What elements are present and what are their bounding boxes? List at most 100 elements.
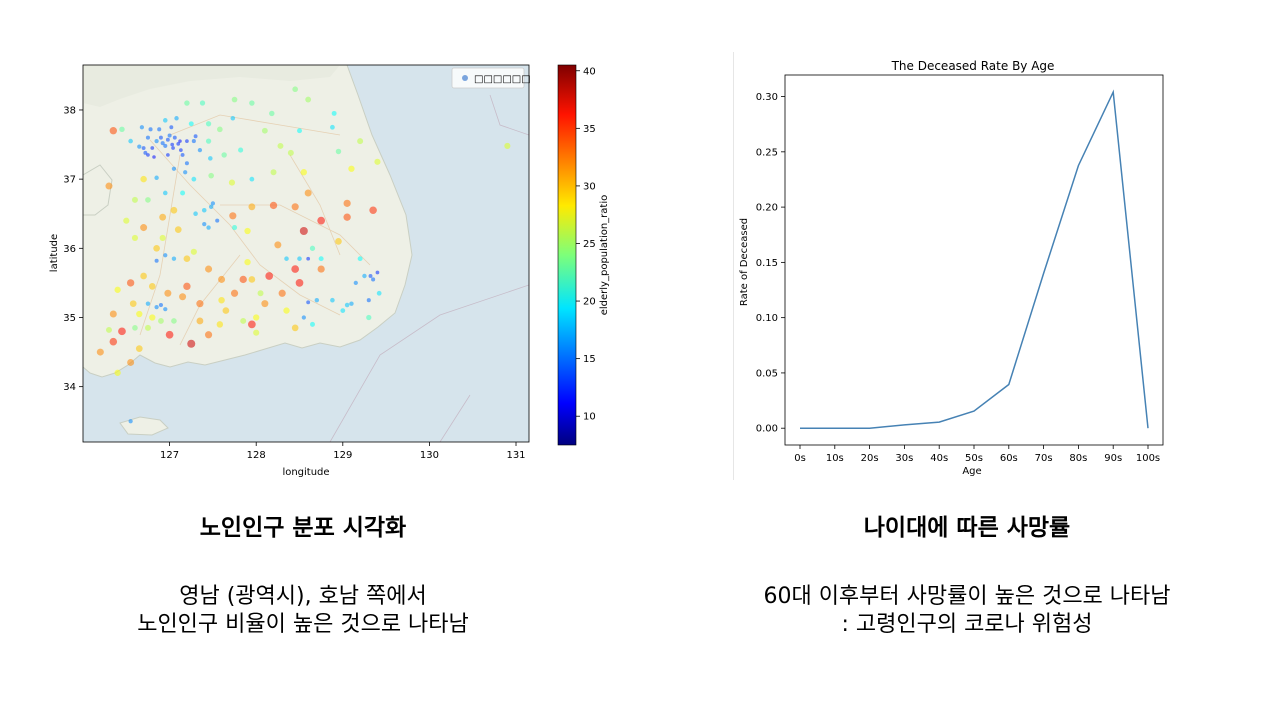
map-data-point (306, 256, 311, 261)
map-data-point (150, 146, 155, 150)
map-data-point (148, 127, 153, 132)
map-data-point (270, 169, 277, 176)
map-data-point (306, 300, 311, 305)
colorbar-gradient (557, 64, 577, 446)
map-data-point (291, 203, 299, 211)
map-data-point (301, 315, 306, 320)
map-data-point (218, 296, 225, 304)
map-data-point (248, 276, 256, 283)
line-x-tick-label: 100s (1136, 453, 1160, 464)
map-data-point (162, 190, 168, 196)
map-data-point (305, 96, 312, 103)
map-data-point (140, 175, 147, 183)
map-data-point (201, 207, 207, 213)
map-data-point (357, 138, 364, 145)
map-data-point (283, 307, 290, 314)
map-legend: □□□□□□ (451, 67, 531, 89)
map-data-point (131, 234, 139, 242)
colorbar-tick-label: 40 (583, 66, 596, 77)
map-data-point (139, 125, 145, 130)
map-data-point (269, 110, 275, 117)
colorbar-tick-label: 25 (583, 239, 596, 250)
map-data-point (340, 308, 346, 313)
map-data-point (249, 176, 255, 182)
map-data-point (310, 321, 315, 327)
panel-divider (733, 52, 734, 480)
map-data-point (206, 225, 211, 230)
map-data-point (170, 142, 175, 147)
map-data-point (230, 115, 236, 121)
colorbar-tick-label: 30 (583, 181, 596, 192)
map-data-point (163, 143, 168, 148)
map-data-point (504, 142, 511, 150)
map-data-point (190, 248, 197, 255)
map-data-point (330, 297, 335, 303)
map-x-tick-label: 127 (160, 450, 179, 461)
map-data-point (205, 121, 212, 127)
line-x-tick-label: 30s (895, 453, 913, 464)
map-data-point (228, 179, 236, 186)
map-data-point (278, 289, 286, 297)
map-data-point (167, 133, 172, 138)
map-data-point (162, 118, 168, 123)
map-data-point (171, 166, 177, 171)
map-x-axis-label: longitude (282, 467, 329, 478)
map-data-point (119, 126, 125, 133)
map-data-point (208, 156, 213, 161)
map-data-point (149, 314, 156, 321)
line-y-tick-label: 0.15 (756, 258, 778, 269)
map-data-point (191, 176, 197, 182)
map-data-point (240, 317, 247, 324)
map-data-point (109, 310, 117, 318)
map-data-point (179, 148, 183, 152)
map-data-point (300, 169, 307, 176)
map-data-point (249, 100, 255, 106)
map-data-point (304, 189, 312, 197)
map-data-point (169, 125, 174, 130)
map-data-point (330, 124, 335, 130)
map-data-point (371, 277, 376, 282)
map-data-point (174, 116, 179, 121)
map-data-point (128, 138, 133, 144)
line-x-tick-label: 80s (1069, 453, 1087, 464)
map-data-point (374, 158, 381, 165)
map-data-point (353, 280, 358, 286)
map-data-point (239, 275, 247, 284)
colorbar-tick-label: 20 (583, 297, 596, 308)
line-y-tick-label: 0.05 (756, 368, 778, 379)
right-caption-line-2: : 고령인구의 코로나 위험성 (841, 612, 1093, 637)
map-data-point (171, 146, 175, 150)
colorbar-tick-label: 10 (583, 412, 596, 423)
map-data-point (238, 147, 244, 153)
line-x-tick-label: 40s (930, 453, 948, 464)
legend-marker (462, 75, 468, 81)
map-data-point (174, 226, 182, 233)
map-data-point (187, 339, 196, 348)
elderly-population-map-chart: 127 128 129 130 131 34 35 36 37 38 longitude lati… (49, 64, 610, 478)
map-data-point (309, 245, 316, 251)
map-data-point (287, 149, 294, 156)
map-data-point (221, 152, 227, 158)
map-data-point (257, 290, 264, 297)
map-data-point (123, 217, 130, 224)
map-data-point (140, 224, 148, 232)
map-data-point (179, 293, 187, 301)
map-data-point (318, 256, 324, 262)
line-x-tick-label: 70s (1035, 453, 1053, 464)
map-data-point (317, 265, 325, 273)
line-y-tick-label: 0.00 (756, 424, 778, 435)
map-x-tick-label: 128 (247, 450, 266, 461)
right-caption-heading: 나이대에 따른 사망률 (863, 515, 1071, 541)
map-data-point (126, 279, 135, 287)
line-y-tick-label: 0.25 (756, 147, 778, 158)
left-caption-heading: 노인인구 분포 시각화 (199, 515, 407, 541)
map-data-point (105, 182, 113, 190)
map-data-point (284, 256, 289, 261)
map-data-point (193, 134, 198, 139)
colorbar-ticks: 10 15 20 25 30 35 40 (576, 66, 596, 423)
map-plot-area (83, 65, 529, 442)
line-chart-title: The Deceased Rate By Age (891, 59, 1055, 73)
map-data-point (357, 256, 363, 262)
map-data-point (261, 127, 268, 134)
map-data-point (229, 212, 237, 220)
